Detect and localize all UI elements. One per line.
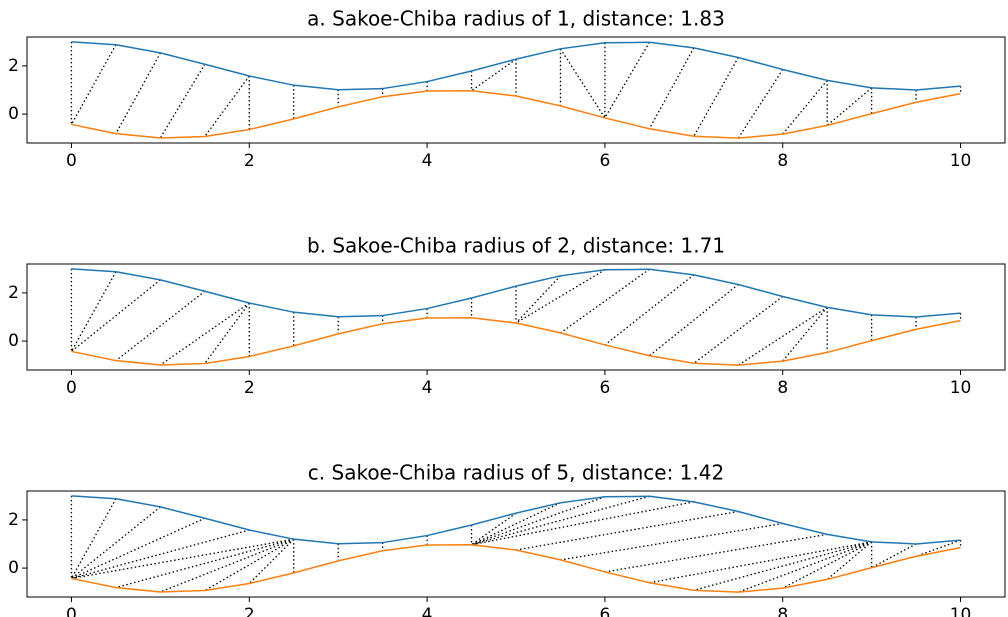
alignment-line [826, 87, 873, 126]
alignment-line [649, 541, 872, 584]
axes-frame [26, 490, 1006, 598]
alignment-line [648, 47, 695, 130]
alignment-line [738, 541, 872, 593]
alignment-line [826, 541, 873, 580]
alignment-line [604, 41, 650, 119]
x-tick-label: 4 [422, 151, 433, 171]
alignment-line [115, 290, 206, 362]
alignment-line [471, 58, 517, 92]
x-tick-label: 6 [599, 151, 610, 171]
alignment-line [471, 502, 561, 546]
alignment-line [471, 512, 517, 546]
alignment-line [515, 275, 561, 324]
x-tick-label: 10 [950, 378, 972, 398]
alignment-line [71, 517, 206, 580]
alignment-line [560, 522, 783, 561]
alignment-line [782, 541, 872, 589]
series-line [71, 316, 961, 366]
alignment-line [71, 538, 294, 580]
x-tick-label: 6 [599, 605, 610, 617]
x-tick-label: 8 [777, 378, 788, 398]
alignment-line [204, 75, 250, 137]
series-line [71, 268, 961, 318]
x-tick-label: 8 [777, 151, 788, 171]
y-tick-label: 0 [8, 104, 19, 124]
alignment-line [515, 269, 606, 324]
x-tick-label: 0 [66, 605, 77, 617]
x-tick-label: 10 [950, 605, 972, 617]
series-line [71, 543, 961, 593]
alignment-line [693, 296, 784, 364]
chart-title: c. Sakoe-Chiba radius of 5, distance: 1.… [308, 461, 724, 485]
alignment-line [871, 543, 917, 569]
alignment-line [70, 498, 117, 579]
x-tick-label: 0 [66, 378, 77, 398]
alignment-line [71, 506, 161, 579]
chart-title: a. Sakoe-Chiba radius of 1, distance: 1.… [307, 7, 725, 31]
x-tick-label: 0 [66, 151, 77, 171]
alignment-line [471, 501, 694, 546]
alignment-line [248, 538, 295, 584]
y-tick-label: 2 [8, 56, 19, 76]
alignment-line [159, 63, 206, 139]
x-tick-label: 2 [244, 378, 255, 398]
alignment-line [71, 529, 250, 580]
series-line [71, 89, 961, 139]
alignment-line [693, 57, 739, 137]
x-tick-label: 6 [599, 378, 610, 398]
x-tick-label: 4 [422, 378, 433, 398]
alignment-line [71, 279, 161, 352]
alignment-line [471, 495, 650, 546]
y-tick-label: 2 [8, 510, 19, 530]
y-tick-label: 0 [8, 331, 19, 351]
alignment-line [604, 533, 828, 573]
alignment-line [115, 538, 294, 589]
y-tick-label: 0 [8, 558, 19, 578]
alignment-line [160, 538, 294, 593]
alignment-line [737, 69, 784, 139]
alignment-line [70, 44, 117, 125]
axes-frame [26, 36, 1006, 144]
x-tick-label: 8 [777, 605, 788, 617]
x-tick-label: 2 [244, 151, 255, 171]
x-tick-label: 2 [244, 605, 255, 617]
series-line [71, 495, 961, 545]
alignment-line [737, 306, 828, 366]
alignment-line [604, 274, 695, 346]
alignment-line [204, 538, 295, 592]
x-tick-label: 4 [422, 605, 433, 617]
alignment-line [515, 510, 739, 551]
alignment-line [115, 52, 161, 134]
alignment-line [648, 283, 739, 357]
alignment-line [693, 541, 872, 591]
x-tick-label: 10 [950, 151, 972, 171]
alignment-line [471, 496, 606, 546]
alignment-line [560, 268, 650, 334]
chart-title: b. Sakoe-Chiba radius of 2, distance: 1.… [307, 234, 725, 258]
alignment-line [559, 48, 606, 119]
series-line [71, 41, 961, 91]
alignment-line [159, 302, 250, 366]
y-tick-label: 2 [8, 283, 19, 303]
alignment-line [70, 271, 117, 352]
alignment-line [204, 302, 250, 364]
axes-frame [26, 263, 1006, 371]
